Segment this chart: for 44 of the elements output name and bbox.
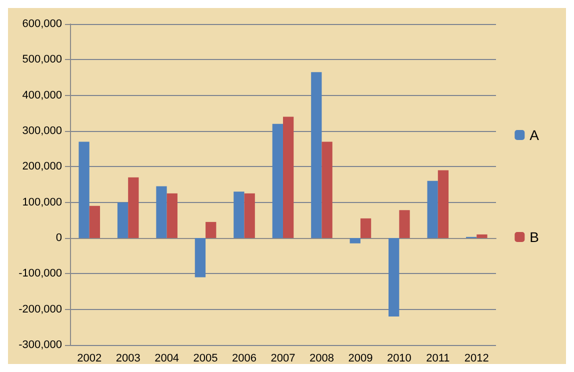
bar bbox=[311, 72, 322, 238]
bar bbox=[166, 193, 178, 238]
x-tick-label: 2005 bbox=[193, 352, 218, 364]
legend-label: A bbox=[530, 127, 540, 143]
y-tick-label: 200,000 bbox=[22, 160, 62, 173]
x-tick-label: 2012 bbox=[464, 352, 489, 364]
x-tick-label: 2002 bbox=[77, 352, 102, 364]
x-tick-label: 2010 bbox=[386, 352, 412, 364]
bar bbox=[89, 206, 100, 238]
bar bbox=[128, 177, 139, 238]
y-tick-label: 500,000 bbox=[22, 54, 62, 66]
x-tick-label: 2004 bbox=[154, 352, 180, 364]
y-tick-label: 600,000 bbox=[22, 18, 62, 30]
bar bbox=[427, 180, 438, 238]
bar bbox=[438, 170, 449, 238]
y-tick-label: -300,000 bbox=[18, 339, 62, 351]
bar bbox=[206, 222, 216, 238]
y-tick-label: 0 bbox=[56, 232, 62, 244]
bar bbox=[476, 234, 488, 238]
x-tick-label: 2006 bbox=[232, 352, 257, 364]
x-tick-label: 2003 bbox=[116, 352, 140, 364]
bar bbox=[322, 142, 332, 238]
x-tick-label: 2009 bbox=[348, 352, 373, 364]
y-tick-label: -200,000 bbox=[18, 303, 62, 316]
legend-label: B bbox=[530, 229, 540, 245]
bar bbox=[360, 218, 372, 238]
bar bbox=[117, 202, 128, 238]
x-tick-label: 2008 bbox=[309, 352, 334, 364]
bar bbox=[272, 124, 283, 238]
y-tick-label: 400,000 bbox=[22, 89, 62, 102]
bar bbox=[399, 210, 410, 238]
y-tick-label: 100,000 bbox=[22, 196, 62, 208]
y-tick-label: -100,000 bbox=[18, 268, 62, 280]
bar bbox=[388, 238, 400, 316]
bar bbox=[350, 238, 360, 244]
bar bbox=[156, 186, 167, 238]
bar bbox=[78, 142, 90, 238]
bar bbox=[234, 192, 244, 238]
bar bbox=[194, 238, 206, 278]
bar bbox=[283, 116, 294, 238]
x-tick-label: 2007 bbox=[270, 352, 296, 364]
bar bbox=[244, 193, 255, 238]
y-tick-label: 300,000 bbox=[22, 125, 62, 137]
x-tick-label: 2011 bbox=[426, 352, 450, 364]
